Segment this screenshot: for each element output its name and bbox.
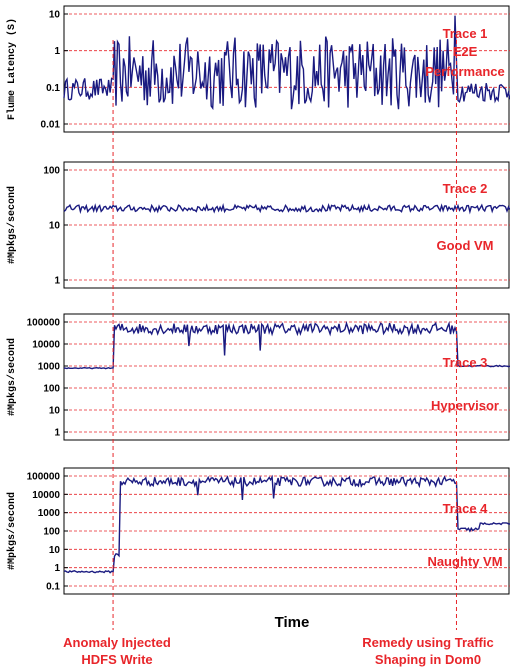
y-axis-label: #Mpkgs/second: [6, 492, 18, 570]
y-tick-label: 10: [49, 10, 61, 21]
series-line: [63, 320, 510, 370]
panel-label: Trace 1: [443, 26, 488, 41]
panel-label: E2E: [453, 44, 478, 59]
y-tick-label: 100: [43, 166, 60, 177]
panel-label: Hypervisor: [431, 398, 499, 413]
y-tick-label: 10000: [32, 490, 60, 501]
series-line: [63, 15, 510, 111]
y-tick-label: 0.01: [41, 120, 61, 131]
anomaly-annotation: HDFS Write: [81, 652, 152, 667]
y-tick-label: 100000: [27, 318, 61, 329]
series-line: [63, 474, 510, 574]
panel-label: Trace 3: [443, 355, 488, 370]
panel-label: Naughty VM: [427, 554, 502, 569]
panel-label: Performance: [425, 64, 504, 79]
panel-label: Good VM: [436, 238, 493, 253]
panel-3-frame: [63, 313, 510, 441]
y-tick-label: 1: [54, 563, 60, 574]
remedy-annotation: Shaping in Dom0: [375, 652, 481, 667]
remedy-annotation: Remedy using Traffic: [362, 635, 493, 650]
y-tick-label: 100000: [27, 472, 61, 483]
y-axis-label: #Mpkgs/second: [6, 338, 18, 416]
y-tick-label: 1: [54, 46, 60, 57]
y-tick-label: 1: [54, 428, 60, 439]
y-tick-label: 100: [43, 527, 60, 538]
panel-label: Trace 2: [443, 181, 488, 196]
panel-label: Trace 4: [443, 501, 489, 516]
y-tick-label: 0.1: [46, 582, 60, 593]
y-tick-label: 100: [43, 384, 60, 395]
y-tick-label: 10: [49, 406, 61, 417]
y-tick-label: 1000: [38, 508, 61, 519]
x-axis-label: Time: [275, 614, 310, 631]
y-tick-label: 1000: [38, 362, 61, 373]
series-line: [63, 202, 510, 215]
anomaly-annotation: Anomaly Injected: [63, 635, 171, 650]
y-axis-label: Flume Latency (S): [6, 18, 18, 120]
y-tick-label: 10: [49, 221, 61, 232]
y-axis-label: #Mpkgs/second: [6, 186, 18, 264]
y-tick-label: 0.1: [46, 83, 60, 94]
y-tick-label: 10: [49, 545, 61, 556]
y-tick-label: 1: [54, 276, 60, 287]
panel-1-frame: [63, 5, 510, 133]
y-tick-label: 10000: [32, 340, 60, 351]
